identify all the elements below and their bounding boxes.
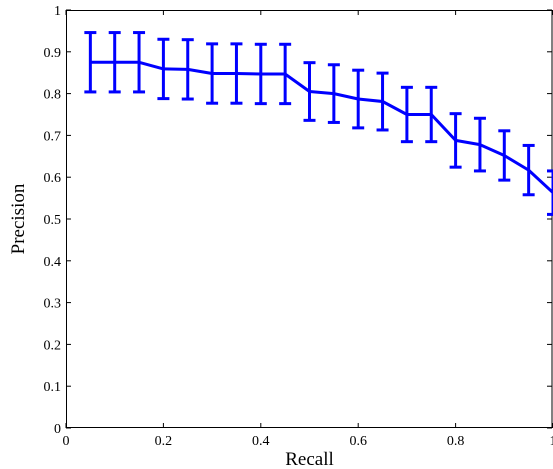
error-bar — [84, 31, 97, 94]
error-bar — [473, 116, 486, 173]
x-axis-title: Recall — [285, 449, 334, 469]
error-bar — [181, 38, 194, 101]
error-bar — [498, 129, 511, 182]
error-bar — [279, 42, 292, 106]
error-bar — [230, 42, 243, 105]
error-bar — [352, 68, 365, 130]
y-tick-label: 0.1 — [44, 380, 62, 395]
x-tick-label: 0.2 — [155, 434, 173, 449]
error-bar — [376, 71, 389, 132]
error-bar — [157, 37, 170, 101]
x-tick-label: 0.4 — [252, 434, 270, 449]
error-bar — [449, 112, 462, 169]
error-bar — [327, 63, 340, 124]
y-tick-label: 0 — [54, 422, 61, 437]
x-tick-label: 0.6 — [349, 434, 367, 449]
y-tick-label: 0.6 — [44, 171, 62, 186]
x-tick-label: 0 — [63, 434, 70, 449]
error-bar — [400, 85, 413, 144]
series-line — [90, 60, 553, 194]
y-tick-label: 0.3 — [44, 297, 62, 312]
error-bar — [108, 31, 121, 94]
error-bar — [133, 31, 146, 94]
error-bar — [206, 42, 219, 105]
error-bar — [254, 42, 267, 106]
y-tick-label: 0.4 — [44, 255, 62, 270]
axis-tick-labels: 0 0.2 0.4 0.6 0.8 1 0 0.1 0.2 0.3 0.4 0.5 0.6 0.7 0.8 0… — [44, 4, 553, 449]
y-tick-label: 0.7 — [44, 129, 62, 144]
error-bar — [303, 61, 316, 122]
y-tick-label: 0.2 — [44, 338, 62, 353]
x-tick-label: 1 — [550, 434, 553, 449]
series-layer — [84, 31, 553, 216]
y-tick-label: 0.8 — [44, 88, 62, 103]
error-bar — [425, 85, 438, 144]
y-tick-label: 0.9 — [44, 46, 62, 61]
error-bar — [547, 169, 553, 216]
y-axis-title: Precision — [8, 183, 29, 254]
x-tick-label: 0.8 — [447, 434, 465, 449]
y-tick-label: 0.5 — [44, 213, 62, 228]
error-bar — [522, 143, 535, 197]
y-tick-label: 1 — [54, 4, 61, 19]
axis-ticks — [65, 9, 553, 429]
